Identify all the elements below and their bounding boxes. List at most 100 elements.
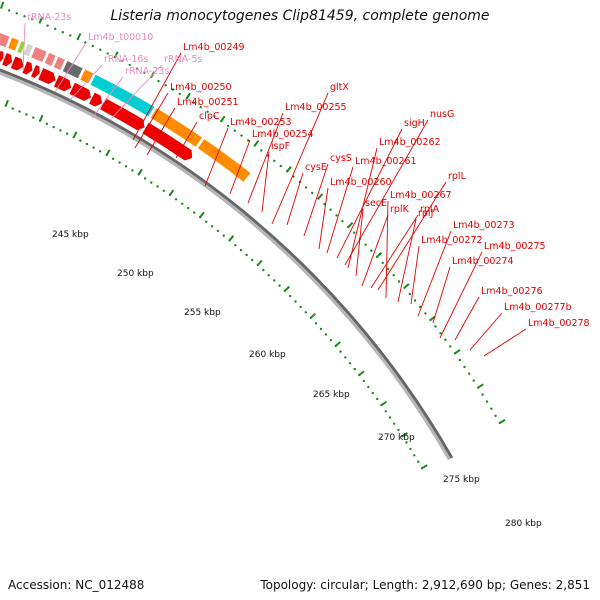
- tick-dot: [111, 157, 115, 160]
- tick-dot: [413, 454, 416, 457]
- tick-major: [286, 166, 292, 172]
- gene-leader-line: [385, 200, 389, 299]
- tick-major: [477, 383, 484, 389]
- tick-major: [169, 189, 175, 196]
- gene-label: rplK: [390, 204, 410, 215]
- tick-dot: [304, 186, 308, 189]
- tick-dot: [199, 106, 202, 109]
- scale-labels: 245 kbp 250 kbp 255 kbp 260 kbp 265 kbp 270 k…: [52, 230, 542, 529]
- tick-dot: [174, 198, 178, 201]
- tick-dot: [85, 142, 89, 146]
- tick-dot: [319, 327, 323, 331]
- cog-feature: [16, 40, 27, 55]
- tick-major: [0, 1, 5, 8]
- tick-dot: [494, 414, 497, 417]
- tick-major: [257, 259, 263, 266]
- length-text: Length: 2,912,690 bp;: [372, 578, 507, 592]
- tick-dot: [481, 393, 484, 396]
- tick-dot: [205, 220, 208, 223]
- tick-dot: [392, 274, 395, 277]
- cds-arrow: [69, 82, 91, 101]
- tick-major: [105, 149, 111, 156]
- tick-major: [380, 400, 387, 406]
- tick-dot: [370, 249, 373, 252]
- tick-dot: [18, 110, 21, 113]
- tick-dot: [339, 350, 342, 353]
- tick-dot: [187, 206, 190, 210]
- tick-dot: [467, 372, 471, 375]
- gene-leader-line: [229, 139, 251, 195]
- gene-leader-line: [175, 121, 198, 159]
- tick-major: [72, 131, 78, 138]
- tick-dot: [417, 460, 420, 463]
- gene-leader-line: [410, 245, 420, 305]
- tick-dot: [131, 169, 134, 172]
- scale-label: 245 kbp: [52, 230, 89, 240]
- tick-dot: [324, 333, 328, 336]
- rna-label: rRNA-23s: [27, 12, 71, 23]
- tick-major: [38, 16, 44, 23]
- genes-text: Genes: 2,851: [509, 578, 590, 592]
- tick-dot: [304, 311, 307, 314]
- cog-feature: [89, 73, 156, 118]
- tick-dot: [299, 305, 302, 309]
- tick-dot: [156, 185, 159, 188]
- tick-dot: [384, 410, 387, 413]
- tick-major: [358, 370, 365, 376]
- accession-label: Accession: NC_012488: [8, 578, 145, 592]
- tick-major: [421, 464, 428, 470]
- tick-dot: [311, 191, 314, 195]
- tick-major: [310, 312, 316, 319]
- topology-text: Topology: circular;: [260, 578, 369, 592]
- tick-dot: [279, 164, 282, 168]
- tick-major: [228, 235, 235, 242]
- tick-dot: [251, 258, 254, 262]
- rna-label: rRNA-23s: [125, 66, 169, 77]
- tick-dot: [135, 67, 139, 71]
- tick-dot: [273, 159, 276, 162]
- tick-dot: [397, 280, 401, 283]
- tick-dot: [7, 9, 11, 12]
- tick-dot: [393, 422, 396, 425]
- gene-label: Lm4b_00250: [170, 82, 232, 93]
- gene-label: Lm4b_00249: [183, 42, 245, 53]
- tick-major: [114, 51, 119, 58]
- gene-leader-line: [361, 214, 389, 287]
- gene-leader-line: [439, 251, 483, 339]
- tick-dot: [91, 44, 95, 48]
- genome-summary: Topology: circular; Length: 2,912,690 bp…: [260, 578, 590, 592]
- tick-dot: [99, 48, 102, 51]
- tick-dot: [439, 332, 442, 335]
- gene-label: rplL: [448, 171, 467, 182]
- tick-dot: [260, 149, 263, 152]
- tick-dot: [463, 365, 466, 369]
- scale-label: 265 kbp: [313, 390, 350, 400]
- gene-leader-line: [318, 187, 329, 250]
- tick-major: [254, 140, 260, 147]
- tick-major: [401, 432, 409, 438]
- map-title: Listeria monocytogenes Clip81459, comple…: [110, 8, 490, 24]
- cds-arrow-track: [0, 50, 193, 161]
- tick-major: [185, 92, 191, 99]
- tick-major: [199, 211, 205, 218]
- tick-dot: [45, 122, 49, 126]
- tick-dot: [226, 124, 230, 128]
- gene-leader-line: [355, 208, 364, 277]
- gene-label: Lm4b_00253: [230, 117, 292, 128]
- rna-leader-line: [109, 64, 163, 121]
- gene-leader-line: [397, 218, 417, 303]
- gene-label: Lm4b_00278: [528, 318, 590, 329]
- tick-dot: [118, 161, 121, 164]
- tick-dot: [458, 358, 461, 362]
- tick-dot: [405, 441, 408, 444]
- tick-dot: [245, 253, 248, 257]
- tick-dot: [52, 125, 55, 129]
- tick-dot: [92, 146, 95, 149]
- tick-dot: [222, 234, 225, 237]
- tick-major: [499, 419, 506, 424]
- tick-dot: [267, 274, 270, 277]
- gene-leader-line: [247, 112, 284, 204]
- gene-label: Lm4b_00273: [453, 220, 515, 231]
- gene-leader-line: [286, 172, 304, 226]
- gene-leader-line: [483, 328, 527, 357]
